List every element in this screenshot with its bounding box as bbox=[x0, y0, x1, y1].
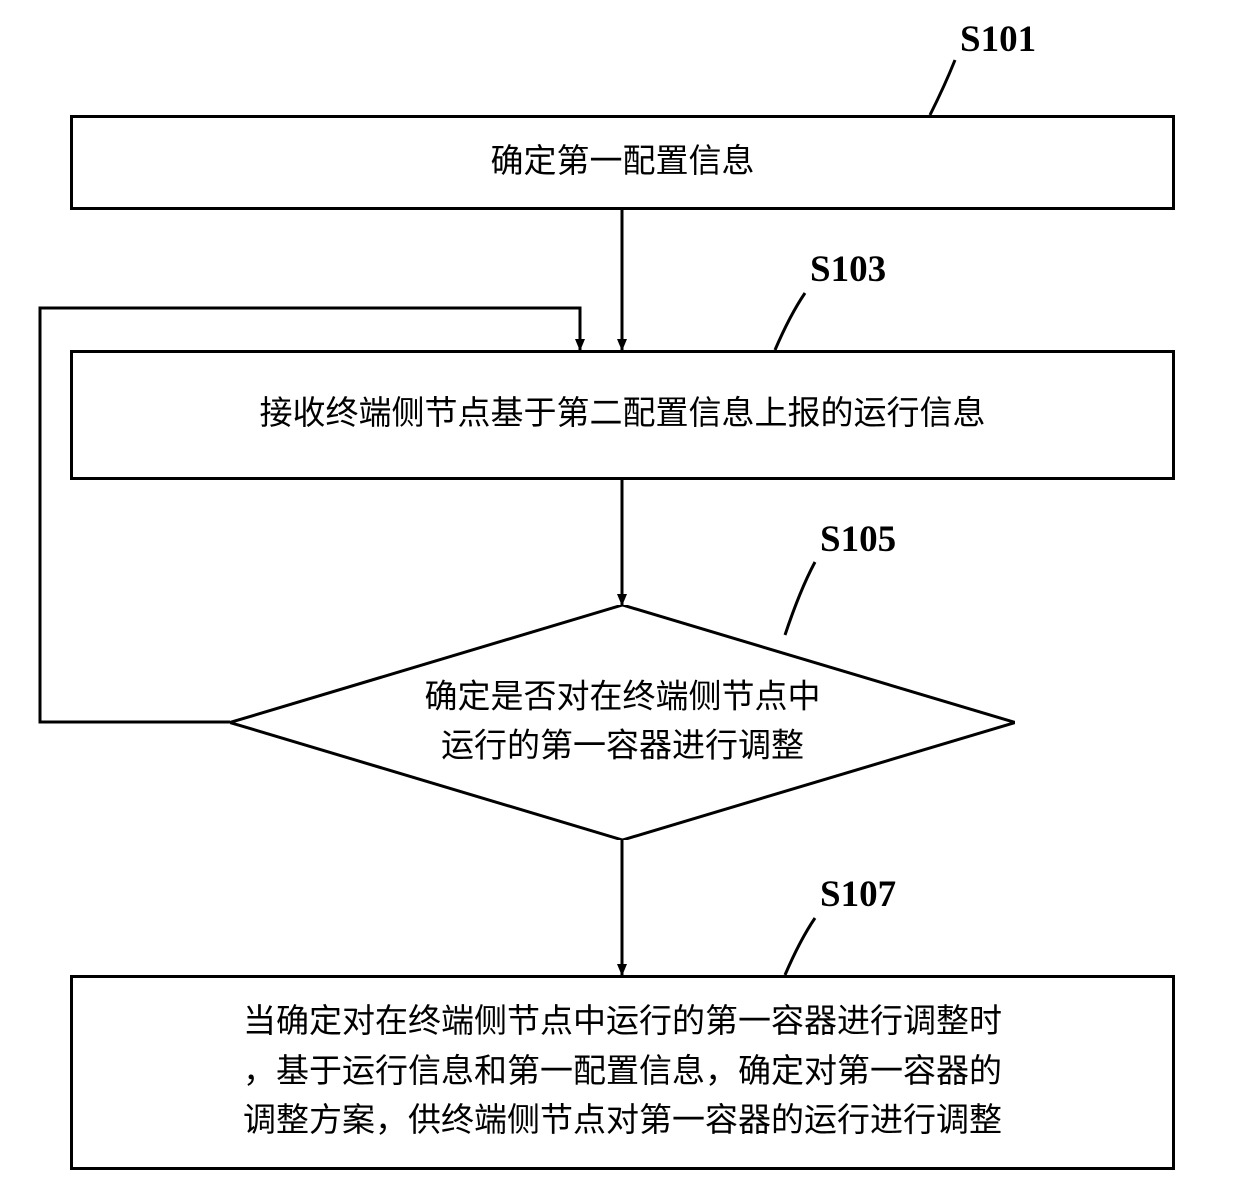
step-label-s105: S105 bbox=[820, 518, 896, 561]
step-box-s107: 当确定对在终端侧节点中运行的第一容器进行调整时 ，基于运行信息和第一配置信息，确… bbox=[70, 975, 1175, 1170]
flowchart-canvas: S101 确定第一配置信息 S103 接收终端侧节点基于第二配置信息上报的运行信… bbox=[0, 0, 1240, 1203]
step-box-s103: 接收终端侧节点基于第二配置信息上报的运行信息 bbox=[70, 350, 1175, 480]
step-box-s101: 确定第一配置信息 bbox=[70, 115, 1175, 210]
step-text-s101: 确定第一配置信息 bbox=[491, 138, 755, 188]
step-diamond-s105: 确定是否对在终端侧节点中 运行的第一容器进行调整 bbox=[230, 605, 1015, 840]
step-text-s103: 接收终端侧节点基于第二配置信息上报的运行信息 bbox=[260, 390, 986, 440]
step-text-s105: 确定是否对在终端侧节点中 运行的第一容器进行调整 bbox=[425, 673, 821, 772]
step-label-s101: S101 bbox=[960, 18, 1036, 61]
step-label-s103: S103 bbox=[810, 248, 886, 291]
step-label-s107: S107 bbox=[820, 873, 896, 916]
step-text-s107: 当确定对在终端侧节点中运行的第一容器进行调整时 ，基于运行信息和第一配置信息，确… bbox=[243, 998, 1002, 1147]
